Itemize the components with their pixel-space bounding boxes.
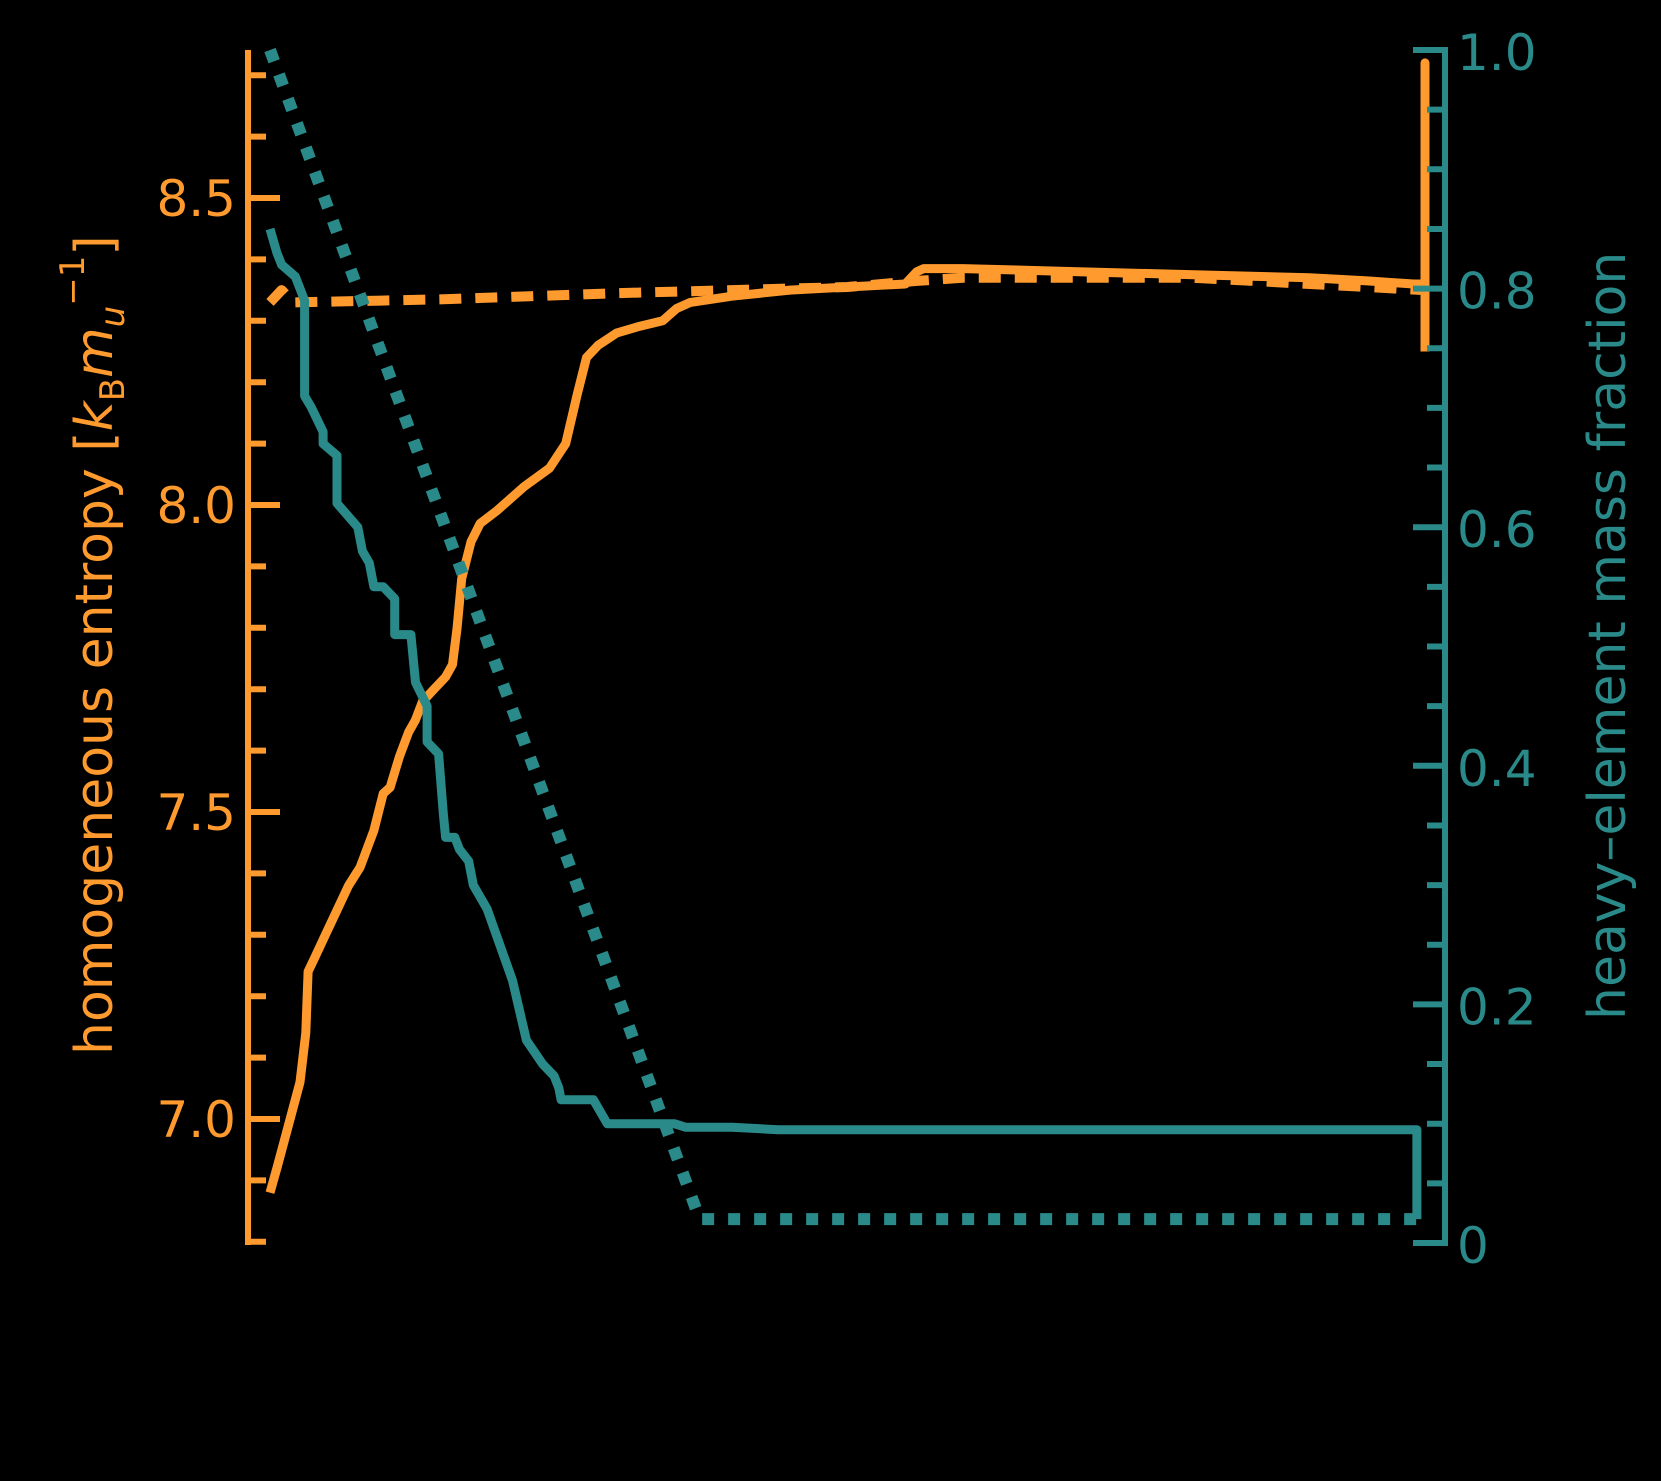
right-tick-label: 0.8 bbox=[1457, 263, 1537, 321]
right-tick-label: 0.2 bbox=[1457, 978, 1537, 1036]
right-tick-label: 0 bbox=[1457, 1217, 1489, 1275]
right-tick-label: 0.4 bbox=[1457, 740, 1537, 798]
right-axis-title: heavy–element mass fraction bbox=[1578, 252, 1638, 1020]
plot-lines bbox=[264, 47, 1430, 1226]
left-tick-label: 8.5 bbox=[156, 170, 236, 228]
svg-text:heavy–element mass fraction: heavy–element mass fraction bbox=[1578, 252, 1638, 1020]
left-tick-label: 7.5 bbox=[156, 784, 236, 842]
series-line-1 bbox=[266, 272, 1426, 308]
right-axis-heavy-element-fraction: 0 0.2 0.4 0.6 0.8 1.0 bbox=[1413, 24, 1537, 1275]
left-tick-label: 8.0 bbox=[156, 477, 236, 535]
series-line-0 bbox=[265, 58, 1430, 1194]
right-tick-label: 1.0 bbox=[1457, 24, 1537, 82]
series-line-3 bbox=[264, 47, 1417, 1226]
series-line-2 bbox=[265, 227, 1422, 1220]
right-tick-label: 0.6 bbox=[1457, 501, 1537, 559]
svg-text:homogeneous entropy [kBmu−1]: homogeneous entropy [kBmu−1] bbox=[53, 235, 133, 1055]
left-tick-label: 7.0 bbox=[156, 1091, 236, 1149]
left-axis-title: homogeneous entropy [kBmu−1] bbox=[53, 235, 133, 1055]
left-axis-entropy: 7.0 7.5 8.0 8.5 bbox=[156, 50, 280, 1245]
